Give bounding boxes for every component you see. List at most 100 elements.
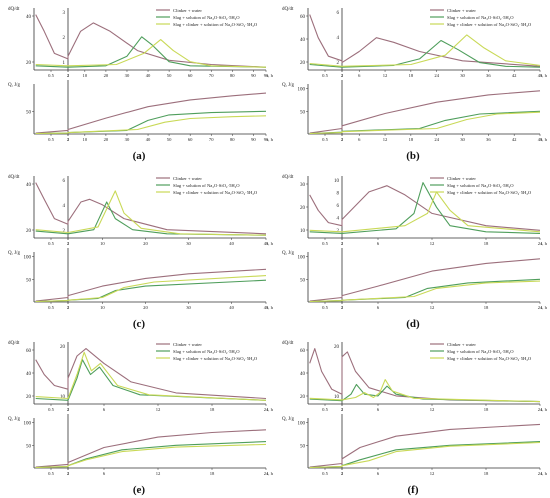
x-tick-label: 0.5 — [322, 305, 328, 310]
rate-tick-right: 3 — [63, 11, 66, 16]
legend-label-slag: Slag + solution of Na₂O·SiO₂·5H₂O — [447, 183, 514, 188]
x-tick-label: 2 — [341, 305, 344, 310]
rate-line-slag_clinker — [309, 379, 541, 403]
x-tick-label: 2 — [67, 73, 70, 78]
x-tick-label: 18 — [484, 471, 489, 476]
x-tick-label: 90 — [251, 137, 256, 142]
heat-line-slag_clinker — [309, 441, 541, 469]
rate-axis-label: dQ/dt — [8, 7, 20, 12]
legend-label-clinker: Clinker + water — [173, 8, 202, 13]
rate-line-slag_clinker — [309, 34, 541, 67]
x-tick-label: 20 — [143, 305, 148, 310]
x-tick-label: 10 — [100, 241, 105, 246]
x-tick-label: 24 — [538, 471, 543, 476]
x-tick-label: 50 — [167, 137, 172, 142]
x-tick-label: 2 — [67, 471, 70, 476]
x-tick-label: 1 — [341, 471, 344, 476]
panel-caption: (d) — [406, 318, 420, 330]
rate-axis-label: dQ/dt — [282, 175, 294, 180]
heat-line-slag_clinker — [309, 280, 541, 303]
x-tick-label: 24 — [434, 137, 439, 142]
heat-tick: 100 — [298, 88, 306, 93]
heat-line-slag_clinker — [35, 275, 267, 303]
rate-tick-right: 10 — [334, 395, 340, 400]
rate-tick-left: 30 — [300, 183, 306, 188]
rate-tick-left: 40 — [26, 372, 32, 377]
rate-tick-left: 40 — [26, 183, 32, 188]
heat-tick: 100 — [298, 256, 306, 261]
x-tick-label: 2 — [67, 137, 70, 142]
x-tick-label: 20 — [104, 73, 109, 78]
rate-tick-left: 20 — [26, 229, 32, 234]
x-tick-label: 96 — [264, 73, 269, 78]
x-tick-label: 2 — [341, 407, 344, 412]
x-tick-label: 18 — [210, 471, 215, 476]
legend-label-clinker: Clinker + water — [447, 176, 476, 181]
heat-line-clinker — [309, 90, 541, 134]
rate-tick-right: 10 — [334, 179, 340, 184]
heat-tick: 100 — [24, 422, 32, 427]
legend-label-clinker: Clinker + water — [447, 8, 476, 13]
legend-label-slag_clinker: Slag + clinker + solution of Na₂O·SiO₂·5… — [447, 356, 532, 361]
rate-tick-right: 2 — [337, 61, 340, 66]
x-unit-label: t, h — [541, 305, 548, 311]
heat-tick: 100 — [24, 256, 32, 261]
x-tick-label: 96 — [264, 137, 269, 142]
x-tick-label: 70 — [209, 137, 214, 142]
x-tick-label: 12 — [383, 137, 388, 142]
x-tick-label: 2 — [67, 241, 70, 246]
x-tick-label: 1 — [67, 241, 70, 246]
rate-tick-left: 20 — [300, 395, 306, 400]
rate-axis-label: dQ/dt — [282, 7, 294, 12]
x-tick-label: 10 — [100, 305, 105, 310]
x-tick-label: 36 — [486, 73, 491, 78]
rate-line-clinker — [309, 185, 541, 231]
heat-line-slag_clinker — [35, 443, 267, 469]
rate-line-slag — [309, 182, 541, 234]
x-tick-label: 48 — [538, 137, 543, 142]
rate-line-clinker — [309, 14, 541, 67]
x-tick-label: 6 — [377, 407, 380, 412]
x-tick-label: 1 — [341, 73, 344, 78]
x-tick-label: 1 — [67, 471, 70, 476]
heat-line-clinker — [309, 423, 541, 468]
x-tick-label: 60 — [188, 137, 193, 142]
rate-tick-left: 20 — [300, 61, 306, 66]
rate-tick-left: 60 — [26, 349, 32, 354]
rate-tick-right: 4 — [337, 36, 340, 41]
panel-caption: (a) — [132, 150, 146, 162]
rate-line-slag — [35, 201, 267, 236]
chart-panel-a: dQ/dt Q, J/g 40 20 3 2 1 50 0.5 1 2 10 20 30 40 50 60 70 8… — [4, 0, 274, 164]
x-tick-label: 40 — [229, 241, 234, 246]
x-tick-label: 0.5 — [48, 241, 54, 246]
x-tick-label: 2 — [67, 407, 70, 412]
x-tick-label: 48 — [538, 73, 543, 78]
heat-axis-label: Q, J/g — [282, 417, 294, 422]
x-tick-label: 60 — [188, 73, 193, 78]
heat-tick: 50 — [26, 110, 32, 115]
x-tick-label: 24 — [538, 407, 543, 412]
x-unit-label: t, h — [267, 241, 274, 247]
rate-line-slag — [35, 359, 267, 401]
x-unit-label: t, h — [541, 407, 548, 413]
rate-tick-left: 20 — [300, 206, 306, 211]
x-tick-label: 18 — [409, 73, 414, 78]
rate-line-slag_clinker — [35, 190, 267, 236]
x-tick-label: 2 — [341, 241, 344, 246]
rate-tick-left: 60 — [300, 349, 306, 354]
x-tick-label: 70 — [209, 73, 214, 78]
x-tick-label: 0.5 — [322, 137, 328, 142]
heat-tick: 100 — [298, 422, 306, 427]
x-tick-label: 0.5 — [48, 73, 54, 78]
x-tick-label: 6 — [377, 305, 380, 310]
heat-axis-label: Q, J/g — [8, 417, 20, 422]
x-tick-label: 1 — [341, 407, 344, 412]
rate-tick-right: 4 — [337, 217, 340, 222]
legend-label-slag: Slag + solution of Na₂O·SiO₂·5H₂O — [173, 15, 240, 20]
rate-line-clinker — [309, 348, 541, 403]
rate-tick-right: 1 — [63, 61, 66, 66]
x-unit-label: t, h — [267, 137, 274, 143]
